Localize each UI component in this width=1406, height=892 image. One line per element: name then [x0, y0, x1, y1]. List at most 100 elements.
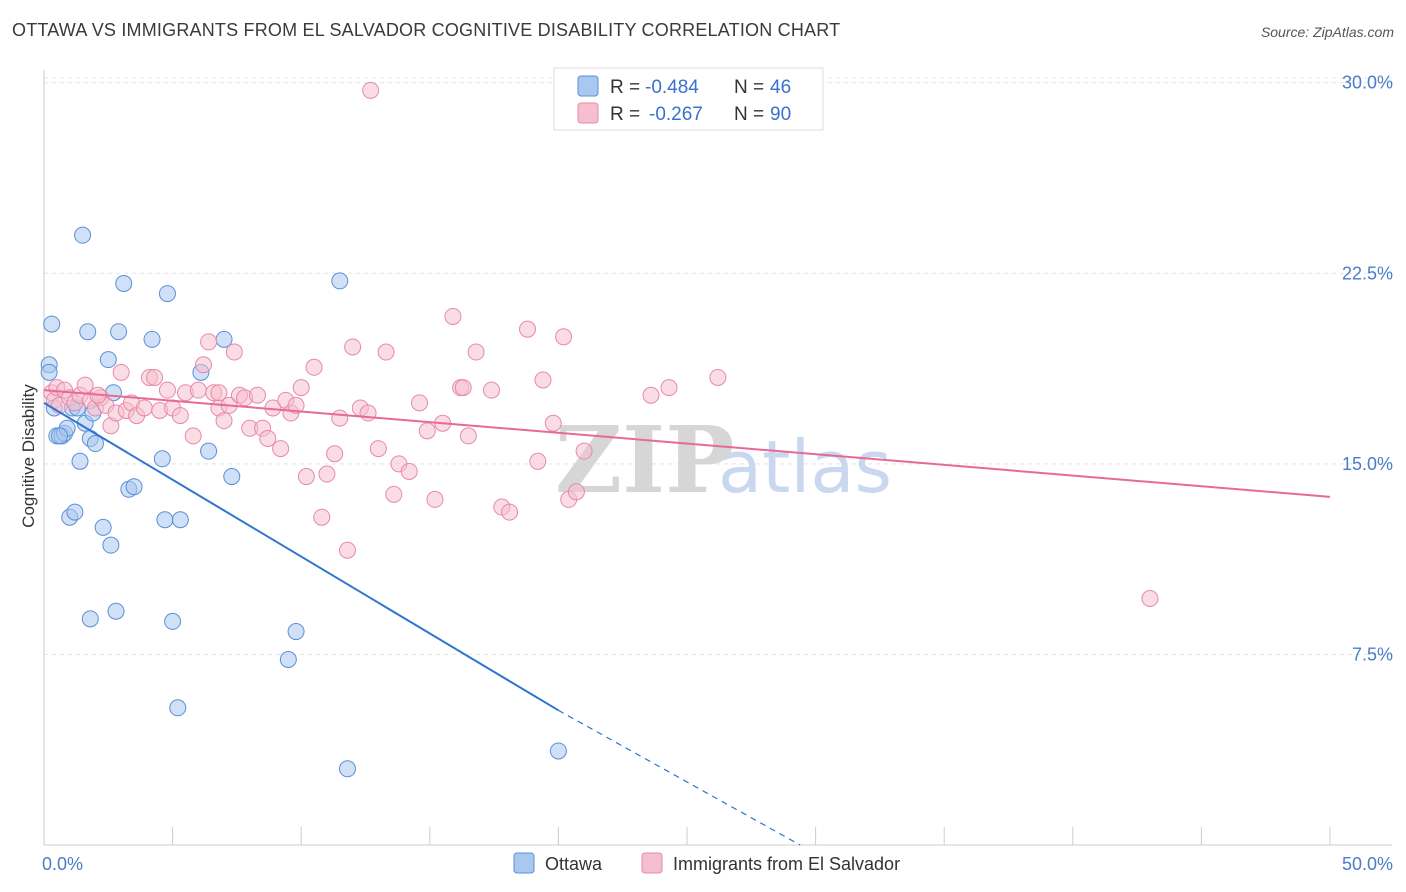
el-salvador-point [135, 399, 153, 417]
ottawa-point [79, 323, 97, 341]
el-salvador-point [194, 356, 212, 374]
source-credit: Source: ZipAtlas.com [1260, 24, 1394, 40]
ottawa-point [50, 427, 68, 445]
el-salvador-point [501, 503, 519, 521]
el-salvador-point [555, 328, 573, 346]
el-salvador-point [158, 381, 176, 399]
el-salvador-point [189, 381, 207, 399]
ottawa-point [86, 435, 104, 453]
el-salvador-point [344, 338, 362, 356]
el-salvador-point [200, 333, 218, 351]
el-salvador-point [459, 427, 477, 445]
ottawa-point [338, 760, 356, 778]
ottawa-points [40, 226, 567, 778]
el-salvador-point [483, 381, 501, 399]
el-salvador-trend-line [43, 389, 1331, 498]
el-salvador-point [318, 465, 336, 483]
ottawa-point [143, 330, 161, 348]
el-salvador-point [146, 368, 164, 386]
el-salvador-point [534, 371, 552, 389]
ottawa-trend-extension [558, 709, 801, 846]
x-tick-label: 0.0% [42, 854, 83, 874]
legend-swatch-el-salvador [577, 102, 599, 124]
el-salvador-point [411, 394, 429, 412]
el-salvador-point [215, 412, 233, 430]
el-salvador-point [377, 343, 395, 361]
ottawa-point [74, 226, 92, 244]
el-salvador-point [272, 440, 290, 458]
el-salvador-point [529, 452, 547, 470]
el-salvador-point [76, 376, 94, 394]
el-salvador-point [454, 379, 472, 397]
bottom-legend-swatch-el-salvador [641, 852, 663, 874]
chart-title: OTTAWA VS IMMIGRANTS FROM EL SALVADOR CO… [12, 20, 841, 40]
el-salvador-point [184, 427, 202, 445]
ottawa-point [156, 511, 174, 529]
el-salvador-point [544, 414, 562, 432]
y-tick-label: 15.0% [1342, 454, 1393, 474]
el-salvador-point [287, 396, 305, 414]
bottom-legend-swatch-ottawa [513, 852, 535, 874]
bottom-legend-label-el-salvador: Immigrants from El Salvador [673, 854, 900, 874]
ottawa-point [287, 623, 305, 641]
ottawa-trend-line [43, 402, 559, 712]
watermark-zip: ZIP [555, 406, 734, 514]
ottawa-point [158, 285, 176, 303]
el-salvador-point [426, 490, 444, 508]
top-legend: R = -0.484 N = 46 R = -0.267 N = 90 [553, 67, 824, 131]
ottawa-point [107, 602, 125, 620]
ottawa-point [71, 452, 89, 470]
el-salvador-point [210, 384, 228, 402]
legend-r-label-el-salvador: R = [610, 104, 640, 125]
axes [43, 70, 1392, 846]
legend-n-value-el-salvador: 90 [770, 104, 791, 125]
el-salvador-point [112, 363, 130, 381]
el-salvador-point [292, 379, 310, 397]
el-salvador-point [297, 468, 315, 486]
x-tick-label: 50.0% [1342, 854, 1393, 874]
ottawa-point [94, 518, 112, 536]
el-salvador-point [313, 508, 331, 526]
ottawa-point [223, 468, 241, 486]
ottawa-point [99, 351, 117, 369]
el-salvador-point [259, 429, 277, 447]
ottawa-point [115, 274, 133, 292]
el-salvador-point [305, 358, 323, 376]
legend-swatch-ottawa [577, 75, 599, 97]
el-salvador-point [400, 462, 418, 480]
el-salvador-point [467, 343, 485, 361]
el-salvador-point [171, 407, 189, 425]
legend-n-label-el-salvador: N = [734, 104, 764, 125]
ottawa-point [171, 511, 189, 529]
el-salvador-point [567, 483, 585, 501]
legend-r-value-ottawa: -0.484 [645, 77, 699, 98]
legend-r-label-ottawa: R = [610, 77, 640, 98]
y-tick-labels: 7.5% 15.0% 22.5% 30.0% [1342, 73, 1393, 665]
y-tick-label: 7.5% [1352, 644, 1393, 664]
el-salvador-point [575, 442, 593, 460]
y-tick-label: 30.0% [1342, 73, 1393, 93]
ottawa-point [153, 450, 171, 468]
ottawa-point [110, 323, 128, 341]
ottawa-point [40, 363, 58, 381]
legend-r-value-el-salvador: -0.267 [649, 104, 703, 125]
el-salvador-point [642, 386, 660, 404]
legend-n-label-ottawa: N = [734, 77, 764, 98]
ottawa-point [169, 699, 187, 717]
ottawa-point [200, 442, 218, 460]
ottawa-point [215, 330, 233, 348]
ottawa-point [549, 742, 567, 760]
el-salvador-point [331, 409, 349, 427]
el-salvador-point [660, 379, 678, 397]
el-salvador-point [444, 307, 462, 325]
ottawa-point [66, 503, 84, 521]
el-salvador-point [225, 343, 243, 361]
bottom-legend: Ottawa Immigrants from El Salvador [513, 852, 900, 874]
el-salvador-point [519, 320, 537, 338]
el-salvador-point [338, 541, 356, 559]
el-salvador-points [43, 81, 1159, 608]
el-salvador-point [1141, 590, 1159, 608]
el-salvador-point [248, 386, 266, 404]
legend-box [553, 67, 824, 131]
